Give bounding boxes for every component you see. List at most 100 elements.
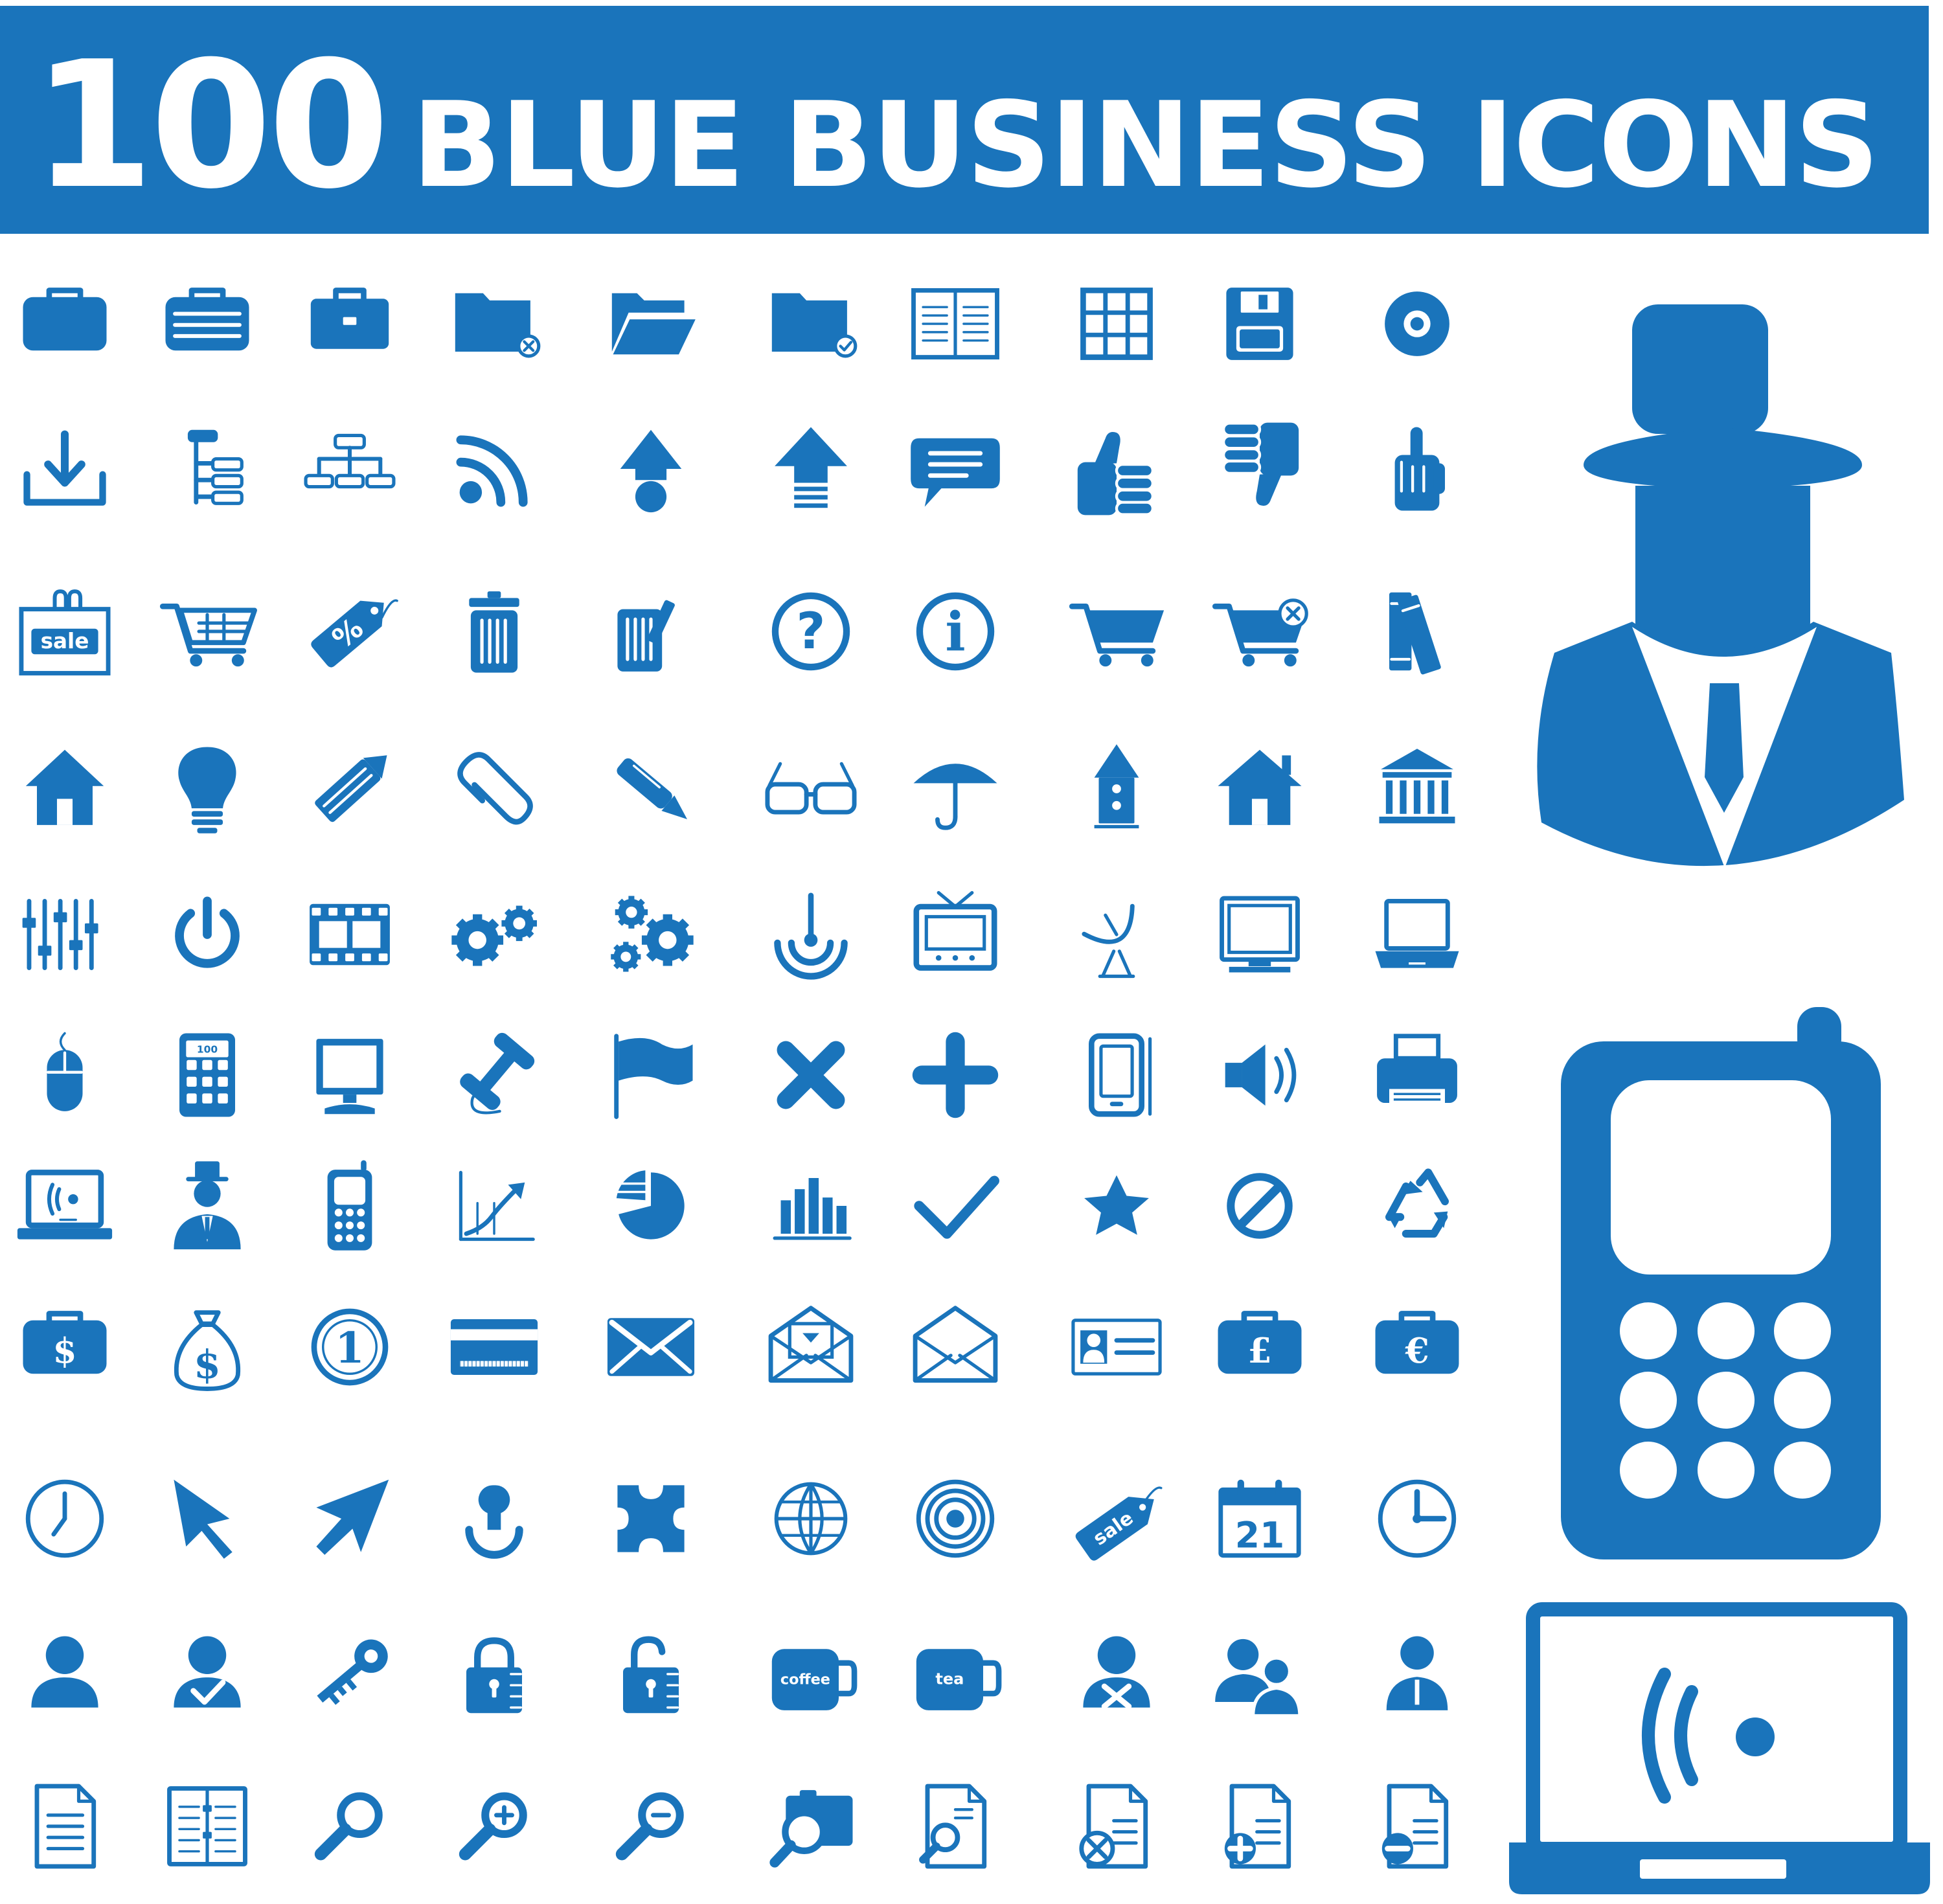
shopping-cart-icon (159, 604, 257, 667)
calendar-icon: 21 (1218, 1479, 1301, 1558)
document-remove-icon (1079, 1784, 1148, 1869)
svg-text:||||||||||||||||||||: |||||||||||||||||||| (454, 1360, 534, 1368)
monitor-icon (1220, 896, 1300, 973)
user-remove-icon (1083, 1636, 1150, 1710)
plus-icon (912, 1032, 999, 1118)
laptop-icon (1375, 898, 1459, 968)
padlock-open-icon (623, 1636, 679, 1714)
speaker-icon (1225, 1044, 1297, 1106)
pencil-icon (315, 755, 387, 822)
key-icon (317, 1639, 388, 1705)
trash-bin-open-icon (617, 600, 675, 672)
user-tie-icon (1386, 1636, 1448, 1710)
laptop-wifi-icon (17, 1170, 113, 1240)
printer-icon (1377, 1034, 1457, 1106)
target-icon (916, 1479, 995, 1558)
svg-text:€: € (1404, 1330, 1429, 1371)
speech-bubble-icon (911, 438, 1000, 507)
mouse-icon (47, 1032, 83, 1111)
glasses-icon (765, 762, 857, 815)
svg-text:$: $ (52, 1330, 76, 1371)
svg-text:100: 100 (197, 1044, 218, 1056)
mobile-phone-icon (327, 1160, 372, 1251)
upload-arrow-icon (775, 427, 847, 508)
gears-cluster-icon (611, 896, 694, 972)
svg-text:?: ? (797, 602, 826, 661)
clock-icon (25, 1479, 104, 1558)
bar-chart-icon (773, 1178, 852, 1240)
thumbs-down-icon (1221, 422, 1299, 506)
toolbox-icon (310, 288, 389, 349)
puzzle-piece-icon (617, 1485, 685, 1552)
download-tray-icon (23, 430, 106, 506)
floppy-disk-icon (1226, 288, 1293, 360)
org-chart-icon (304, 433, 396, 489)
envelope-open-letter-icon (768, 1306, 854, 1383)
question-circle-icon: ? (771, 592, 850, 671)
svg-text:£: £ (1247, 1330, 1271, 1371)
percent-tag-icon: % (311, 599, 398, 668)
coin-icon: 1 (311, 1308, 389, 1386)
magnifier-icon (314, 1792, 383, 1861)
desktop-computer-icon (316, 1039, 383, 1115)
mobile-phone-large-icon (1561, 1007, 1881, 1559)
user-check-icon (174, 1636, 241, 1708)
envelope-open-icon (913, 1306, 998, 1383)
table-grid-icon (1080, 288, 1153, 360)
document-icon (34, 1784, 97, 1869)
cart-remove-icon (1212, 598, 1308, 667)
info-circle-icon: i (916, 592, 995, 671)
close-x-icon (777, 1041, 845, 1109)
user-icon (31, 1636, 98, 1708)
suitcase-icon (23, 288, 107, 351)
credit-card-icon: |||||||||||||||||||| (450, 1319, 538, 1375)
rss-feed-icon (456, 435, 528, 507)
cart-filled-icon (1069, 604, 1165, 667)
document-add-icon (1224, 1784, 1291, 1869)
svg-text:1: 1 (335, 1324, 364, 1373)
svg-text:sale: sale (41, 629, 89, 653)
pen-icon (617, 758, 687, 819)
birdhouse-icon (1094, 744, 1139, 829)
flag-icon (614, 1034, 693, 1119)
home-icon (25, 749, 104, 825)
document-subtract-icon (1381, 1784, 1449, 1869)
zoom-in-icon (459, 1792, 527, 1861)
cursor-arrow-icon (174, 1479, 233, 1559)
satellite-dish-icon (1082, 903, 1135, 979)
tablet-icon (1089, 1033, 1152, 1117)
laptop-wifi-large-icon (1509, 1602, 1930, 1894)
pointing-finger-icon (1394, 427, 1445, 511)
tv-icon (913, 890, 997, 971)
euro-bag-icon: € (1375, 1311, 1459, 1374)
equalizer-icon (22, 898, 98, 971)
telephone-handset-icon (460, 1032, 535, 1115)
address-book-icon (167, 1786, 247, 1866)
id-card-icon (1071, 1319, 1162, 1376)
checkmark-icon (914, 1175, 999, 1239)
thumbs-up-icon (1077, 432, 1155, 516)
sale-tag-icon: sale (1075, 1486, 1163, 1561)
svg-text:$: $ (194, 1341, 221, 1387)
svg-text:21: 21 (1235, 1515, 1285, 1556)
growth-chart-icon (459, 1170, 535, 1241)
folder-open-icon (611, 293, 696, 355)
no-entry-icon (1227, 1173, 1293, 1239)
power-icon (175, 896, 240, 968)
svg-text:tea: tea (935, 1670, 964, 1688)
umbrella-icon (913, 764, 997, 830)
bank-icon (1379, 749, 1455, 824)
books-icon (1389, 592, 1441, 675)
keyhole-icon (465, 1485, 523, 1559)
sale-bag-icon: sale (19, 589, 111, 675)
briefcase-striped-icon (165, 288, 249, 351)
film-strip-icon (310, 903, 390, 966)
businessman-icon (174, 1161, 241, 1250)
title-text: BLUE BUSINESS ICONS (411, 76, 1880, 214)
pound-bag-icon: £ (1218, 1311, 1302, 1374)
coffee-mug-icon: coffee (771, 1649, 858, 1710)
house-chimney-icon (1218, 749, 1302, 825)
trash-bin-icon (469, 591, 519, 673)
title-number: 100 (32, 23, 390, 227)
